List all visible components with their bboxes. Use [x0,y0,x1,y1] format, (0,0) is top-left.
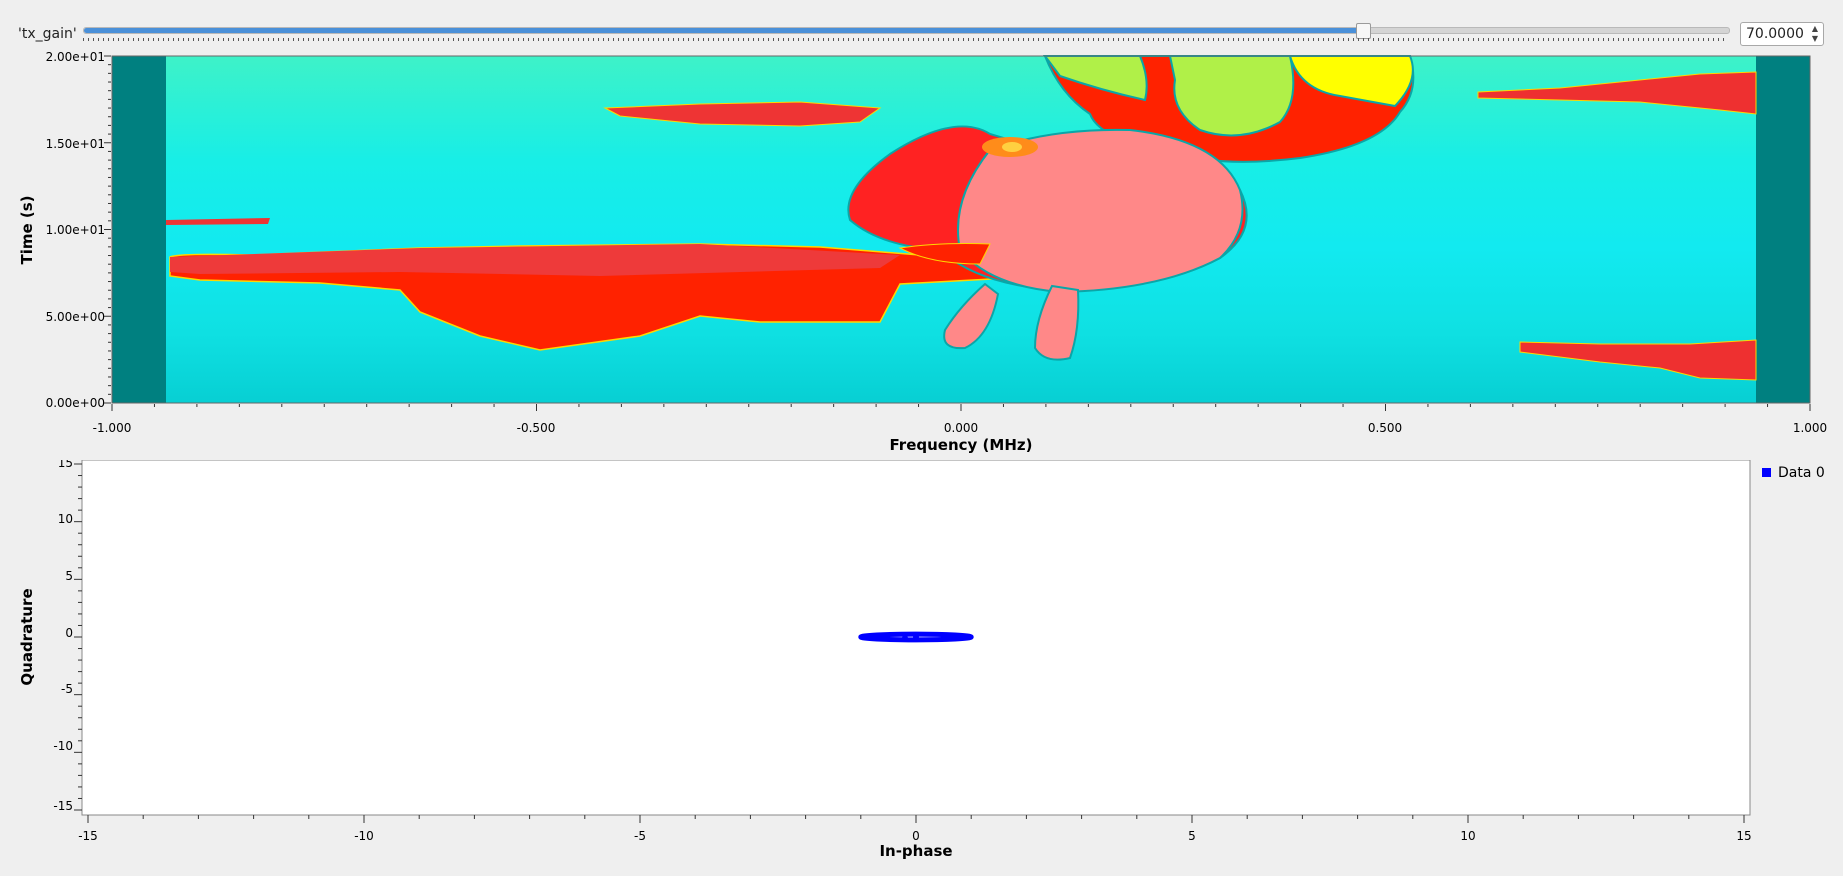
tx-gain-slider[interactable] [83,23,1730,39]
const-xtick-3: 0 [912,829,920,843]
waterfall-ytick-2: 1.00e+01 [46,223,105,237]
spin-down-icon[interactable]: ▼ [1811,34,1819,43]
waterfall-ytick-1: 5.00e+00 [46,310,105,324]
const-xtick-4: 5 [1188,829,1196,843]
tx-gain-label: 'tx_gain' [18,26,77,42]
waterfall-ytick-4: 2.00e+01 [46,50,105,64]
waterfall-xtick-1: -0.500 [517,421,556,435]
const-ytick-3: 0 [65,626,73,640]
const-xtick-0: -15 [78,829,98,843]
tx-gain-value[interactable]: 70.0000 [1746,26,1804,42]
waterfall-xtick-4: 1.000 [1793,421,1827,435]
const-xtick-6: 15 [1736,829,1751,843]
waterfall-xtick-0: -1.000 [93,421,132,435]
tx-gain-control: 'tx_gain' 70.0000 ▲ ▼ [0,0,1843,50]
tx-gain-spinbox[interactable]: 70.0000 ▲ ▼ [1740,22,1824,46]
const-ytick-6: 15 [58,460,73,470]
tx-gain-slider-fill [84,28,1364,33]
const-ytick-1: -10 [53,739,73,753]
const-ylabel: Quadrature [18,588,36,685]
const-xtick-2: -5 [634,829,646,843]
waterfall-ytick-0: 0.00e+00 [46,396,105,410]
waterfall-xtick-2: 0.000 [944,421,978,435]
constellation-point [946,634,953,640]
constellation-axes: 15 10 5 0 -5 -10 -15 -15 -10 -5 0 5 10 1… [18,460,1752,860]
waterfall-ytick-3: 1.50e+01 [46,137,105,151]
waterfall-left-edge-band [112,56,166,403]
waterfall-frame [111,55,1811,404]
waterfall-plot: 0.00e+00 5.00e+00 1.00e+01 1.50e+01 2.00… [18,50,1827,454]
constellation-legend[interactable]: Data 0 [1762,465,1825,481]
waterfall-right-edge-band [1756,56,1810,403]
const-ytick-0: -15 [53,799,73,813]
const-xtick-5: 10 [1460,829,1475,843]
constellation-point [901,635,908,642]
const-xlabel: In-phase [879,842,952,860]
const-ytick-5: 10 [58,512,73,526]
legend-swatch [1762,468,1771,477]
waterfall-xtick-3: 0.500 [1368,421,1402,435]
const-ytick-2: -5 [61,682,73,696]
tx-gain-slider-handle[interactable] [1356,23,1372,39]
tx-gain-slider-ticks [83,38,1728,41]
legend-entry-data-0: Data 0 [1778,465,1825,481]
spin-up-icon[interactable]: ▲ [1811,24,1819,33]
const-xtick-1: -10 [354,829,374,843]
constellation-point [957,633,964,640]
constellation-plot: 15 10 5 0 -5 -10 -15 -15 -10 -5 0 5 10 1… [18,460,1825,860]
constellation-marks [858,631,974,643]
waterfall-ylabel: Time (s) [18,195,36,264]
constellation-point [913,634,919,640]
const-ytick-4: 5 [65,569,73,583]
waterfall-image [112,55,1810,403]
waterfall-axes: 0.00e+00 5.00e+00 1.00e+01 1.50e+01 2.00… [18,50,1827,454]
waterfall-xlabel: Frequency (MHz) [890,436,1033,454]
